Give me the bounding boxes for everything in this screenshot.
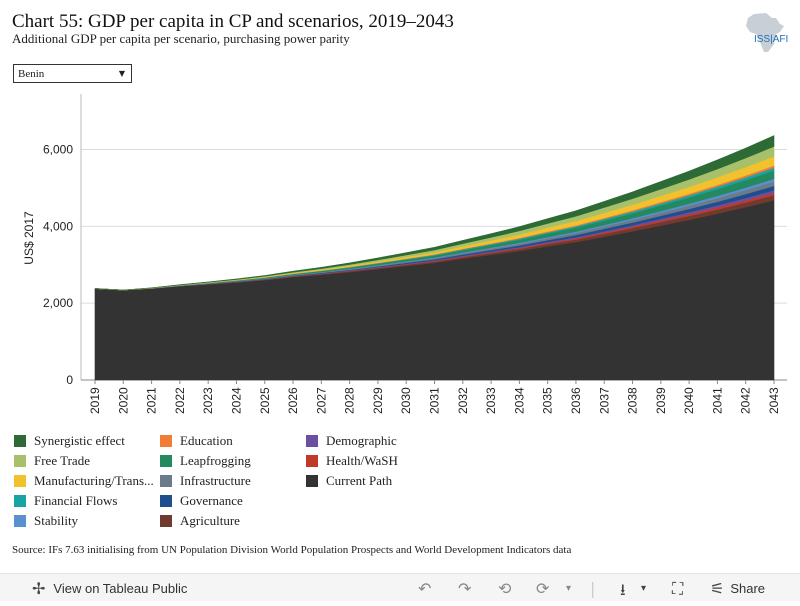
x-tick-label: 2043 — [767, 387, 781, 414]
x-tick-label: 2035 — [541, 387, 555, 414]
legend-swatch — [306, 455, 318, 467]
x-tick-label: 2034 — [512, 387, 526, 414]
legend-label: Demographic — [326, 433, 397, 448]
legend-label: Financial Flows — [34, 493, 118, 508]
chart-title: Chart 55: GDP per capita in CP and scena… — [12, 11, 454, 32]
legend-swatch — [14, 435, 26, 447]
x-tick-label: 2031 — [428, 387, 442, 414]
area-synergistic-effect — [94, 135, 775, 291]
y-tick-label: 0 — [66, 373, 73, 387]
legend-label: Synergistic effect — [34, 433, 125, 448]
y-tick-label: 4,000 — [43, 219, 73, 233]
x-tick-label: 2027 — [314, 387, 328, 414]
x-tick-label: 2030 — [399, 387, 413, 414]
legend-swatch — [14, 475, 26, 487]
legend-label: Education — [180, 433, 233, 448]
x-tick-label: 2025 — [258, 387, 272, 414]
area-current-path — [94, 199, 775, 381]
x-tick-label: 2021 — [145, 387, 159, 414]
legend-item[interactable]: Governance — [160, 492, 243, 510]
x-tick-label: 2039 — [654, 387, 668, 414]
fullscreen-icon[interactable]: ⛶ — [672, 579, 684, 598]
chart-legend: Synergistic effect Education Demographic Fr… — [14, 432, 474, 532]
gdp-area-chart: 0 2,000 4,000 6,000 US$ 2017 2019 2020 2021 2022… — [22, 94, 787, 414]
undo-icon[interactable]: ↶ — [418, 579, 432, 598]
share-button[interactable]: ⚟ Share — [710, 579, 765, 598]
legend-swatch — [14, 455, 26, 467]
chevron-down-icon[interactable]: ▾ — [566, 583, 572, 594]
x-tick-label: 2037 — [597, 387, 611, 414]
view-on-tableau-label: View on Tableau Public — [53, 581, 188, 596]
x-tick-label: 2023 — [201, 387, 215, 414]
x-tick-label: 2019 — [88, 387, 102, 414]
legend-label: Health/WaSH — [326, 453, 398, 468]
chart-subtitle: Additional GDP per capita per scenario, … — [12, 31, 350, 46]
legend-item[interactable]: Current Path — [306, 472, 392, 490]
x-tick-label: 2041 — [710, 387, 724, 414]
legend-item[interactable]: Demographic — [306, 432, 397, 450]
x-tick-label: 2029 — [371, 387, 385, 414]
y-tick-label: 2,000 — [43, 296, 73, 310]
country-select[interactable]: Benin ▼ — [13, 64, 132, 83]
legend-label: Governance — [180, 493, 243, 508]
x-tick-label: 2028 — [343, 387, 357, 414]
refresh-icon[interactable]: ⟳ — [536, 579, 550, 598]
x-tick-label: 2022 — [173, 387, 187, 414]
legend-swatch — [160, 435, 172, 447]
legend-label: Manufacturing/Trans... — [34, 473, 154, 488]
chevron-down-icon: ▼ — [118, 69, 125, 78]
y-axis-label: US$ 2017 — [22, 211, 36, 265]
legend-swatch — [14, 495, 26, 507]
logo-text: ISS|AFI — [754, 34, 788, 45]
share-label: Share — [730, 581, 766, 596]
legend-item[interactable]: Manufacturing/Trans... — [14, 472, 154, 490]
legend-item[interactable]: Education — [160, 432, 233, 450]
toolbar-divider: | — [590, 579, 596, 598]
legend-item[interactable]: Financial Flows — [14, 492, 117, 510]
x-tick-label: 2026 — [286, 387, 300, 414]
legend-label: Current Path — [326, 473, 393, 488]
x-tick-label: 2042 — [739, 387, 753, 414]
tableau-icon: ✢ — [32, 579, 46, 598]
legend-swatch — [160, 515, 172, 527]
legend-swatch — [160, 455, 172, 467]
legend-item[interactable]: Health/WaSH — [306, 452, 398, 470]
x-tick-label: 2024 — [229, 387, 243, 414]
legend-swatch — [160, 495, 172, 507]
source-note: Source: IFs 7.63 initialising from UN Po… — [12, 544, 572, 556]
legend-swatch — [306, 435, 318, 447]
x-tick-label: 2032 — [456, 387, 470, 414]
country-select-value: Benin — [18, 68, 45, 80]
legend-item[interactable]: Synergistic effect — [14, 432, 125, 450]
legend-item[interactable]: Agriculture — [160, 512, 240, 530]
legend-label: Leapfrogging — [180, 453, 251, 468]
legend-label: Stability — [34, 513, 79, 528]
view-on-tableau-link[interactable]: ✢ View on Tableau Public — [32, 579, 187, 598]
legend-item[interactable]: Infrastructure — [160, 472, 251, 490]
redo-icon[interactable]: ↷ — [458, 579, 472, 598]
download-icon[interactable]: ⭳ — [620, 580, 626, 599]
legend-item[interactable]: Free Trade — [14, 452, 90, 470]
x-tick-label: 2020 — [116, 387, 130, 414]
legend-swatch — [160, 475, 172, 487]
y-tick-label: 6,000 — [43, 142, 73, 156]
legend-label: Agriculture — [180, 513, 240, 528]
legend-item[interactable]: Leapfrogging — [160, 452, 251, 470]
x-tick-label: 2040 — [682, 387, 696, 414]
x-tick-label: 2036 — [569, 387, 583, 414]
share-icon: ⚟ — [710, 579, 725, 598]
chevron-down-icon[interactable]: ▾ — [641, 583, 647, 594]
x-tick-label: 2038 — [626, 387, 640, 414]
iss-africa-logo: ISS|AFI — [746, 13, 788, 52]
legend-item[interactable]: Stability — [14, 512, 78, 530]
x-tick-label: 2033 — [484, 387, 498, 414]
revert-icon[interactable]: ⟲ — [498, 579, 512, 598]
legend-swatch — [14, 515, 26, 527]
tableau-toolbar: ✢ View on Tableau Public ↶ ↷ ⟲ ⟳ ▾ | ⭳ ▾… — [0, 573, 800, 601]
legend-label: Infrastructure — [180, 473, 251, 488]
legend-label: Free Trade — [34, 453, 90, 468]
legend-swatch — [306, 475, 318, 487]
